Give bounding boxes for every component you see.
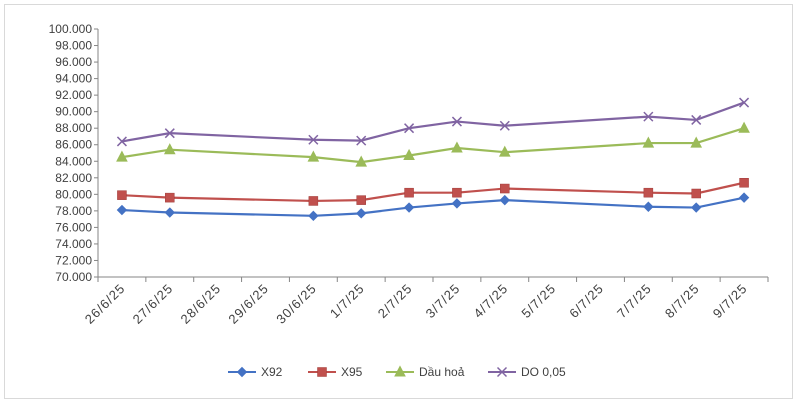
data-point [738,192,750,203]
y-tick-label: 74.000 [55,237,92,251]
data-point [164,207,175,218]
data-point [643,201,654,212]
y-tick-label: 92.000 [55,88,92,102]
chart-frame [4,4,793,399]
y-tick-label: 80.000 [55,187,92,201]
data-point [356,208,367,219]
data-point [451,141,463,153]
data-point [355,155,368,167]
data-point [356,135,367,146]
data-point [452,187,462,198]
data-point [691,202,702,213]
x-tick-label: 7/7/25 [614,281,654,321]
data-point [403,202,415,213]
data-point [164,128,175,139]
data-point [643,111,654,122]
x-tick-label: 2/7/25 [375,281,415,321]
x-tick-label: 9/7/25 [710,281,750,321]
y-tick-label: 90.000 [55,105,92,119]
legend-marker [394,365,406,377]
data-point [690,136,703,148]
x-tick-label: 29/6/25 [225,281,271,327]
x-tick-label: 3/7/25 [423,281,463,321]
x-tick-labels: 26/6/25 27/6/25 28/6/25 29/6/25 30/6/25 1/7/2… [82,281,750,327]
x-tick-label: 6/7/25 [566,281,606,321]
y-tick-labels: 70.000 72.000 74.000 76.000 78.000 80.000 82.0… [49,22,93,284]
y-tick-label: 78.000 [55,204,92,218]
y-tick-label: 72.000 [55,253,92,267]
legend-label: DO 0,05 [521,365,566,379]
x-tick-label: 4/7/25 [470,281,510,321]
data-point [116,136,127,147]
data-point [643,187,654,198]
y-tick-label: 100.000 [49,22,93,36]
data-point [307,150,320,162]
data-point [498,145,511,157]
data-point [739,178,749,188]
x-tick-label: 30/6/25 [273,281,319,327]
x-tick-label: 26/6/25 [82,281,128,327]
legend-marker [496,366,508,378]
data-point [356,195,366,205]
y-tick-label: 84.000 [55,154,92,168]
data-point [404,187,414,198]
y-tick-label: 70.000 [55,270,92,284]
data-point [738,121,750,133]
data-point [116,150,128,162]
y-tick-label: 88.000 [55,121,92,135]
data-point [642,136,655,148]
series-line [121,127,745,164]
legend-label: X95 [341,365,363,379]
series-markers [116,97,750,222]
data-point [308,134,319,145]
y-tick-label: 96.000 [55,55,92,69]
legend-label: X92 [261,365,283,379]
data-point [116,204,128,216]
data-point [499,194,510,206]
data-point [451,198,463,209]
y-tick-label: 98.000 [55,39,92,53]
data-point [308,210,319,222]
legend-marker [317,367,327,377]
data-point [117,190,127,200]
series-lines [121,101,745,217]
data-point [739,97,750,108]
legend-marker [236,366,248,378]
data-point [451,116,462,127]
y-tick-label: 94.000 [55,72,92,86]
x-tick-label: 1/7/25 [327,281,367,321]
data-point [691,188,701,199]
series-line [121,101,745,143]
data-point [308,196,319,206]
data-point [404,123,415,134]
legend-label: Dầu hoả [419,365,465,379]
data-point [165,192,175,203]
y-tick-label: 76.000 [55,220,92,234]
x-tick-label: 8/7/25 [662,281,702,321]
x-tick-label: 28/6/25 [178,281,224,327]
data-point [499,120,510,131]
data-point [163,143,176,155]
axes [94,28,769,282]
data-point [500,183,510,194]
x-tick-label: 27/6/25 [130,281,176,327]
data-point [403,148,415,160]
data-point [691,114,702,125]
x-tick-label: 5/7/25 [518,281,558,321]
series-line [121,196,745,217]
y-tick-label: 86.000 [55,138,92,152]
y-tick-label: 82.000 [55,171,92,185]
series-line [121,181,745,203]
legend: X92 X95 Dầu hoả DO 0,05 [228,365,566,379]
